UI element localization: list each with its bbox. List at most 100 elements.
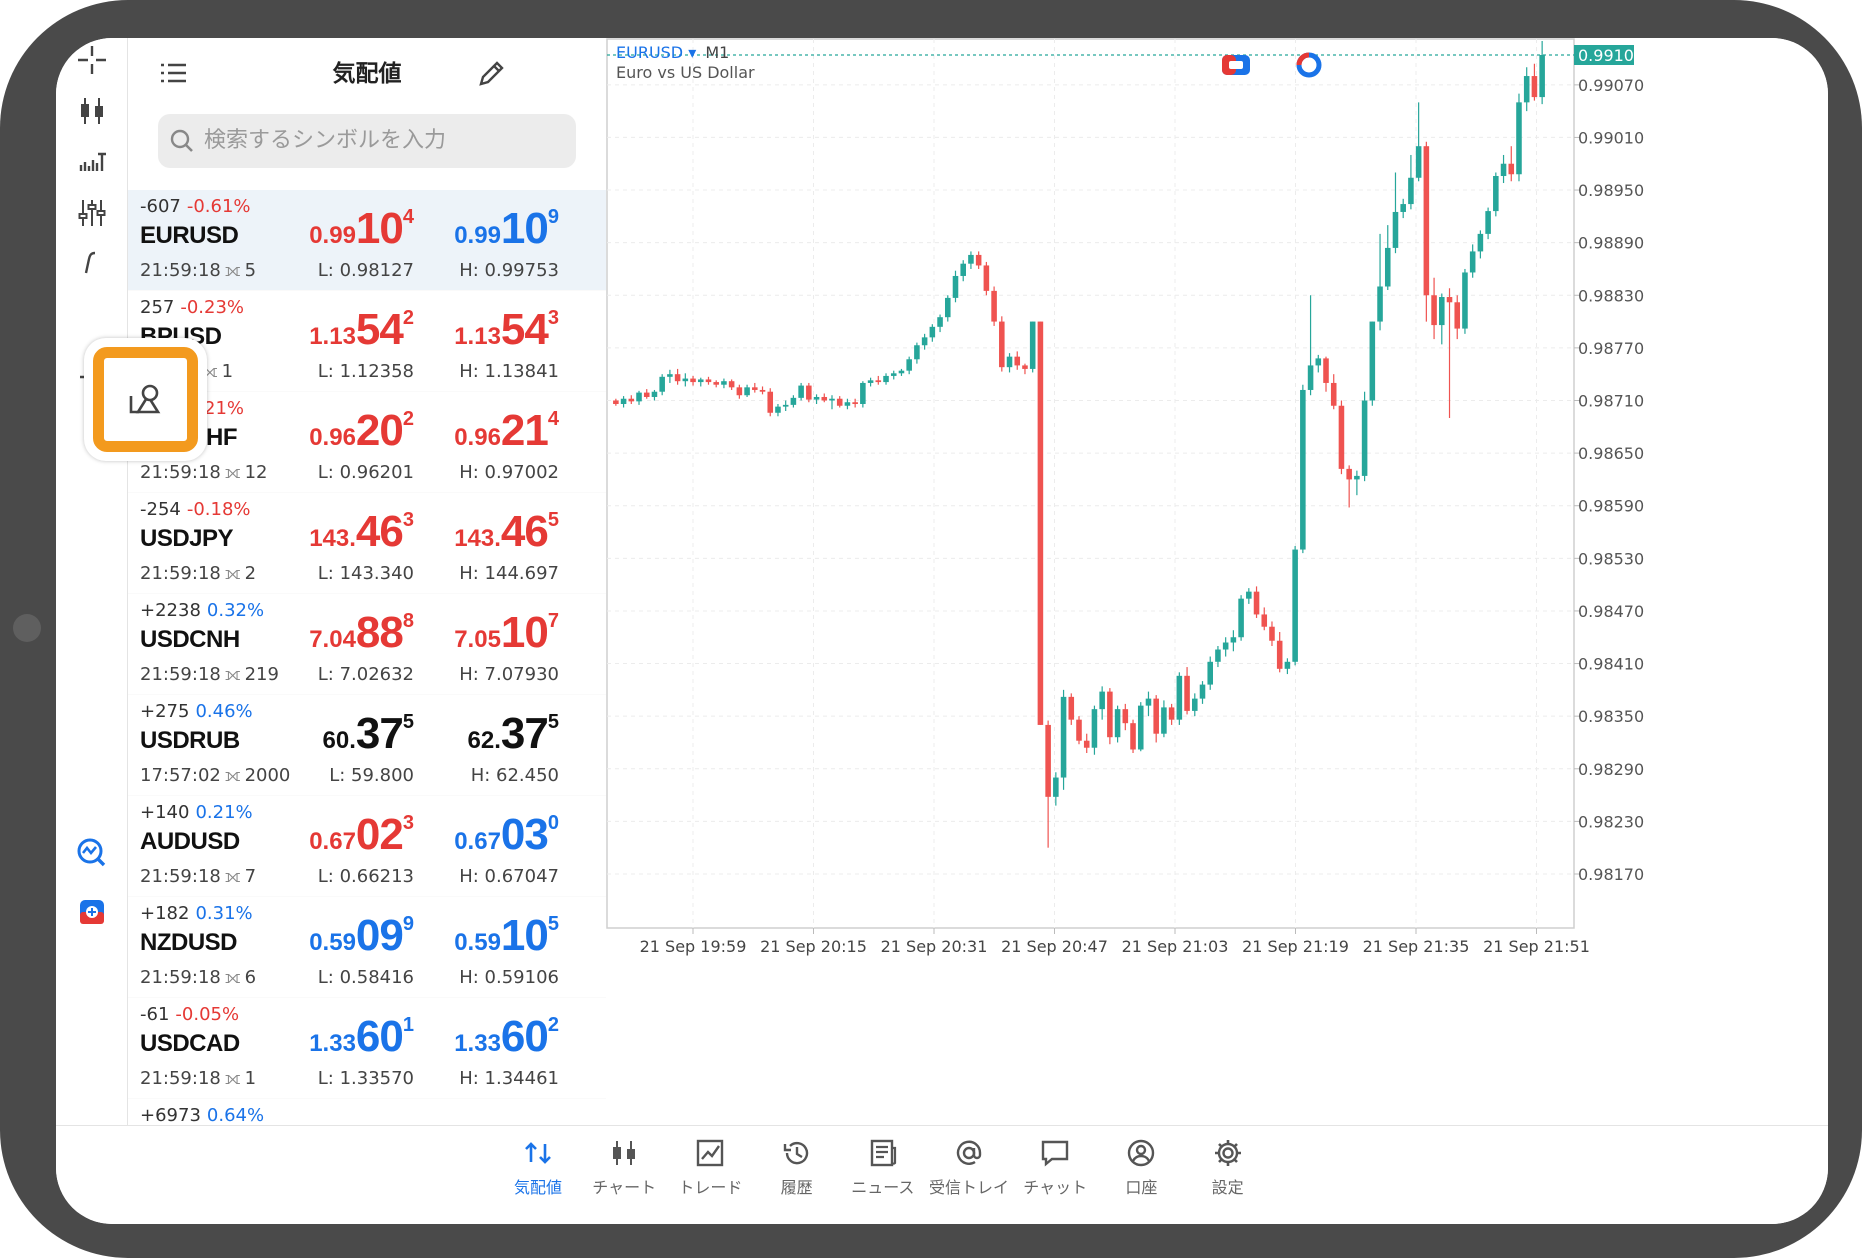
ask-prefix: 143. [454,525,501,552]
spread-icon: ⟗ [224,260,241,281]
symbol-name: NZDUSD [140,929,238,956]
candle [1276,631,1283,673]
symbol-row[interactable]: +2238 0.32% USDCNH 21:59:18 ⟗ 219 7.04888 7.051… [128,594,606,695]
bid-big-digits: 02 [355,810,404,859]
price-axis-label: 0.99070 [1578,76,1644,95]
tab-account[interactable]: 口座 [1093,1136,1189,1216]
bid-prefix: 0.67 [309,828,356,855]
price-axis-label: 0.98830 [1578,286,1644,305]
candle [1215,646,1221,668]
ask-price: 7.05107 [435,608,559,658]
daily-change: +140 0.21% [140,802,253,823]
candle [914,342,920,364]
candle [1408,154,1414,210]
bid-prefix: 60. [322,727,356,754]
candle [852,398,858,408]
time-value: 21:59:18 [140,664,221,685]
objects-tool-highlight[interactable] [84,338,207,461]
settings-sliders-icon[interactable] [70,191,114,235]
ask-big-digits: 03 [500,810,549,859]
candle [1053,772,1059,806]
symbol-row[interactable]: +6973 0.64% [128,1099,606,1125]
indicators-icon[interactable] [70,140,114,184]
chart-symbol-label[interactable]: EURUSD ▾ M1 [616,43,729,62]
candle [1145,691,1152,717]
time-axis-label: 21 Sep 21:19 [1242,937,1349,956]
candle-body [852,402,858,404]
time-value: 17:57:02 [140,765,221,786]
candlestick-icon[interactable] [70,89,114,133]
candle [991,286,997,326]
candle-body [1423,146,1430,296]
tab-trade[interactable]: トレード [662,1136,758,1216]
symbol-row[interactable]: +182 0.31% NZDUSD 21:59:18 ⟗ 6 0.59099 0.59105 L… [128,897,606,998]
tab-label: トレード [678,1178,743,1197]
bid-price: 143.463 [290,507,414,557]
tab-news[interactable]: ニュース [835,1136,931,1216]
one-click-panel-icon[interactable] [1221,53,1251,77]
tab-quotes[interactable]: 気配値 [490,1136,586,1216]
tab-settings[interactable]: 設定 [1180,1136,1276,1216]
function-icon[interactable] [70,242,114,286]
candle [643,389,650,399]
candle [1500,154,1507,184]
list-menu-icon[interactable] [156,57,190,91]
tab-chart[interactable]: チャート [576,1136,672,1216]
daily-low: L: 59.800 [329,765,414,786]
symbol-row[interactable]: -254 -0.18% USDJPY 21:59:18 ⟗ 2 143.463 143.465… [128,493,606,594]
price-axis-label: 0.98890 [1578,234,1644,253]
spread-icon: ⟗ [224,462,241,483]
time-value: 21:59:18 [140,563,221,584]
trading-signals-icon[interactable] [70,831,114,875]
candle [1493,172,1499,217]
tab-history[interactable]: 履歴 [749,1136,845,1216]
crosshair-icon[interactable] [70,38,114,82]
candle-body [1469,251,1476,273]
bid-big-digits: 10 [355,204,404,253]
candle-body [906,359,912,371]
candle [921,333,928,350]
one-click-trading-icon[interactable] [70,890,114,934]
daily-high: H: 0.99753 [459,260,559,281]
candle-body [983,265,990,291]
bid-big-digits: 60 [355,1012,404,1061]
price-axis-label: 0.98170 [1578,865,1644,884]
ask-big-digits: 21 [500,406,549,455]
candle [860,381,866,408]
candle [821,393,828,403]
candle-body [890,373,897,376]
bid-price: 0.96202 [290,406,414,456]
candle-body [1114,709,1121,738]
candle [1014,351,1021,370]
objects-shapes-icon[interactable] [126,380,166,420]
candle-body [1439,297,1445,326]
candle [929,324,936,342]
chart-symbol[interactable]: EURUSD [616,43,684,62]
bid-point-digit: 1 [402,1014,414,1036]
spread-value: 12 [244,462,268,483]
edit-pencil-icon[interactable] [474,57,508,91]
chart-canvas[interactable]: 0.99070 0.99010 0.98950 0.98890 0.98830 0.987… [606,38,1828,1125]
daily-low: L: 0.96201 [317,462,414,483]
tab-mailbox[interactable]: 受信トレイ [921,1136,1017,1216]
tab-chat[interactable]: チャット [1007,1136,1103,1216]
symbol-row[interactable]: -607 -0.61% EURUSD 21:59:18 ⟗ 5 0.99104 0.99109… [128,190,606,291]
symbol-dropdown-icon[interactable]: ▾ [688,43,697,62]
trade-levels-icon[interactable] [1294,50,1324,80]
symbol-row[interactable]: +275 0.46% USDRUB 17:57:02 ⟗ 2000 60.375 62.375… [128,695,606,796]
candle [944,295,951,322]
candle-body [659,376,665,392]
daily-high: H: 62.450 [470,765,559,786]
symbol-search-input[interactable]: 検索するシンボルを入力 [158,114,576,168]
chart-timeframe[interactable]: M1 [705,43,730,62]
candle [1315,354,1322,373]
daily-high: H: 144.697 [459,563,559,584]
symbol-row[interactable]: -61 -0.05% USDCAD 21:59:18 ⟗ 1 1.33601 1.33602 L… [128,998,606,1099]
symbol-row[interactable]: +140 0.21% AUDUSD 21:59:18 ⟗ 7 0.67023 0.67030 L… [128,796,606,897]
candle [968,251,974,269]
ask-point-digit: 5 [547,913,559,935]
camera-dot [13,614,41,642]
candle-body [813,396,820,400]
price-chart[interactable]: 0.99070 0.99010 0.98950 0.98890 0.98830 0.987… [606,38,1828,1125]
